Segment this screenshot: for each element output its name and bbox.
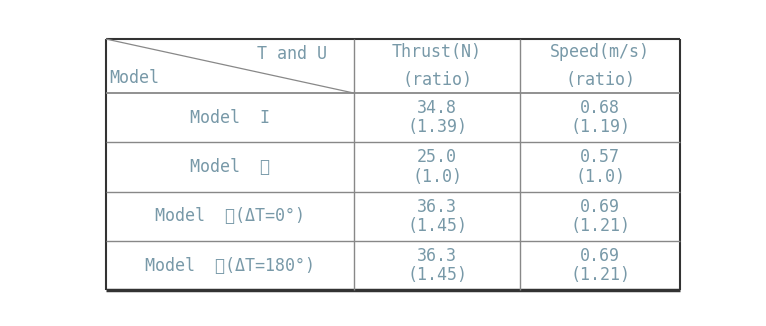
Text: (1.39): (1.39) <box>407 118 467 136</box>
Text: (1.19): (1.19) <box>571 118 630 136</box>
Text: 0.57: 0.57 <box>581 148 620 167</box>
Text: T and U: T and U <box>257 45 327 63</box>
Text: (1.21): (1.21) <box>571 266 630 284</box>
Text: 36.3: 36.3 <box>417 198 457 216</box>
Text: Model  I: Model I <box>190 109 270 127</box>
Text: (1.45): (1.45) <box>407 217 467 235</box>
Text: (1.45): (1.45) <box>407 266 467 284</box>
Text: (1.0): (1.0) <box>575 168 625 185</box>
Text: (1.0): (1.0) <box>412 168 462 185</box>
Text: (ratio): (ratio) <box>565 71 635 89</box>
Text: 34.8: 34.8 <box>417 99 457 117</box>
Text: 36.3: 36.3 <box>417 247 457 265</box>
Text: (1.21): (1.21) <box>571 217 630 235</box>
Text: 0.69: 0.69 <box>581 247 620 265</box>
Text: (ratio): (ratio) <box>402 71 472 89</box>
Text: Speed(m/s): Speed(m/s) <box>550 43 650 61</box>
Text: Model  Ⅲ(ΔT=180°): Model Ⅲ(ΔT=180°) <box>146 257 316 274</box>
Text: Thrust(N): Thrust(N) <box>392 43 482 61</box>
Text: 25.0: 25.0 <box>417 148 457 167</box>
Text: 0.69: 0.69 <box>581 198 620 216</box>
Text: 0.68: 0.68 <box>581 99 620 117</box>
Text: Model  Ⅱ: Model Ⅱ <box>190 158 270 176</box>
Text: Model: Model <box>110 69 159 87</box>
Text: Model  Ⅲ(ΔT=0°): Model Ⅲ(ΔT=0°) <box>155 207 305 225</box>
